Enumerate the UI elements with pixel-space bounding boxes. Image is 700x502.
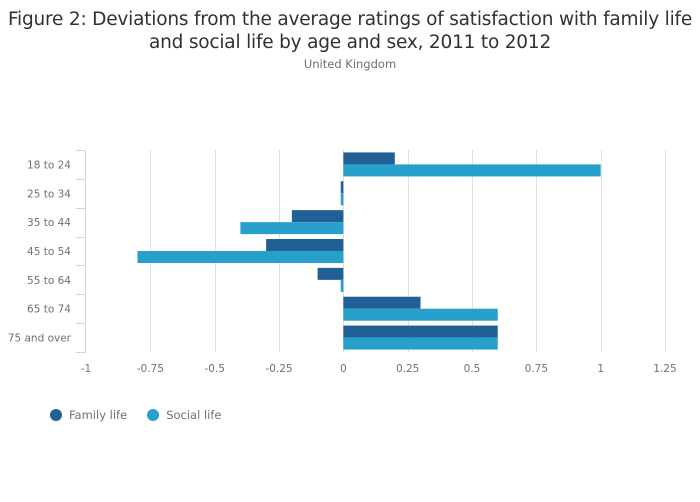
x-tick-label: 0: [340, 363, 347, 375]
legend-item-social-life[interactable]: Social life: [147, 408, 221, 422]
bar-social-life[interactable]: [343, 337, 498, 350]
y-category-label: 75 and over: [8, 333, 72, 345]
legend-marker-family-life: [50, 409, 62, 421]
legend-label-social-life: Social life: [166, 408, 222, 422]
bar-family-life[interactable]: [343, 325, 498, 338]
bar-social-life[interactable]: [137, 251, 344, 263]
bar-social-life[interactable]: [343, 164, 601, 177]
bar-family-life[interactable]: [291, 210, 344, 223]
y-category-label: 55 to 64: [27, 275, 71, 287]
bar-social-life[interactable]: [340, 279, 344, 292]
y-category-label: 18 to 24: [27, 159, 71, 171]
chart-title-line-1: Figure 2: Deviations from the average ra…: [7, 9, 693, 30]
x-tick-label: -1: [81, 363, 91, 375]
bars: [137, 152, 601, 350]
x-tick-label: 0.25: [396, 363, 419, 375]
chart-subtitle: United Kingdom: [303, 57, 397, 71]
legend-marker-social-life: [147, 409, 160, 421]
legend-label-family-life: Family life: [69, 408, 128, 422]
x-tick-label: 1: [597, 363, 604, 375]
bar-family-life[interactable]: [317, 267, 344, 280]
chart-title-line-2: and social life by age and sex, 2011 to …: [148, 32, 552, 53]
chart-title: Figure 2: Deviations from the average ra…: [0, 8, 700, 54]
y-category-label: 35 to 44: [27, 217, 71, 229]
legend-item-family-life[interactable]: Family life: [50, 408, 127, 422]
legend: Family life Social life: [50, 408, 241, 422]
x-tick-label: -0.5: [204, 363, 225, 375]
y-category-label: 45 to 54: [27, 246, 71, 258]
bar-social-life[interactable]: [240, 222, 344, 235]
x-axis: -1 -0.75 -0.5 -0.25 0 0.25 0.5 0.75 1 1.25: [81, 363, 677, 375]
bar-family-life[interactable]: [343, 296, 421, 309]
x-tick-label: 1.25: [653, 363, 676, 375]
bar-family-life[interactable]: [340, 181, 344, 194]
y-category-label: 65 to 74: [27, 304, 71, 316]
bar-family-life[interactable]: [266, 239, 344, 251]
bar-social-life[interactable]: [340, 193, 344, 206]
bar-social-life[interactable]: [343, 308, 498, 321]
x-tick-label: -0.75: [137, 363, 164, 375]
y-category-label: 25 to 34: [27, 188, 71, 200]
y-axis: 18 to 24 25 to 34 35 to 44 45 to 54 55 to 64…: [8, 150, 86, 353]
bar-family-life[interactable]: [343, 152, 395, 165]
x-tick-label: -0.25: [265, 363, 292, 375]
x-tick-label: 0.75: [525, 363, 548, 375]
x-tick-label: 0.5: [464, 363, 481, 375]
